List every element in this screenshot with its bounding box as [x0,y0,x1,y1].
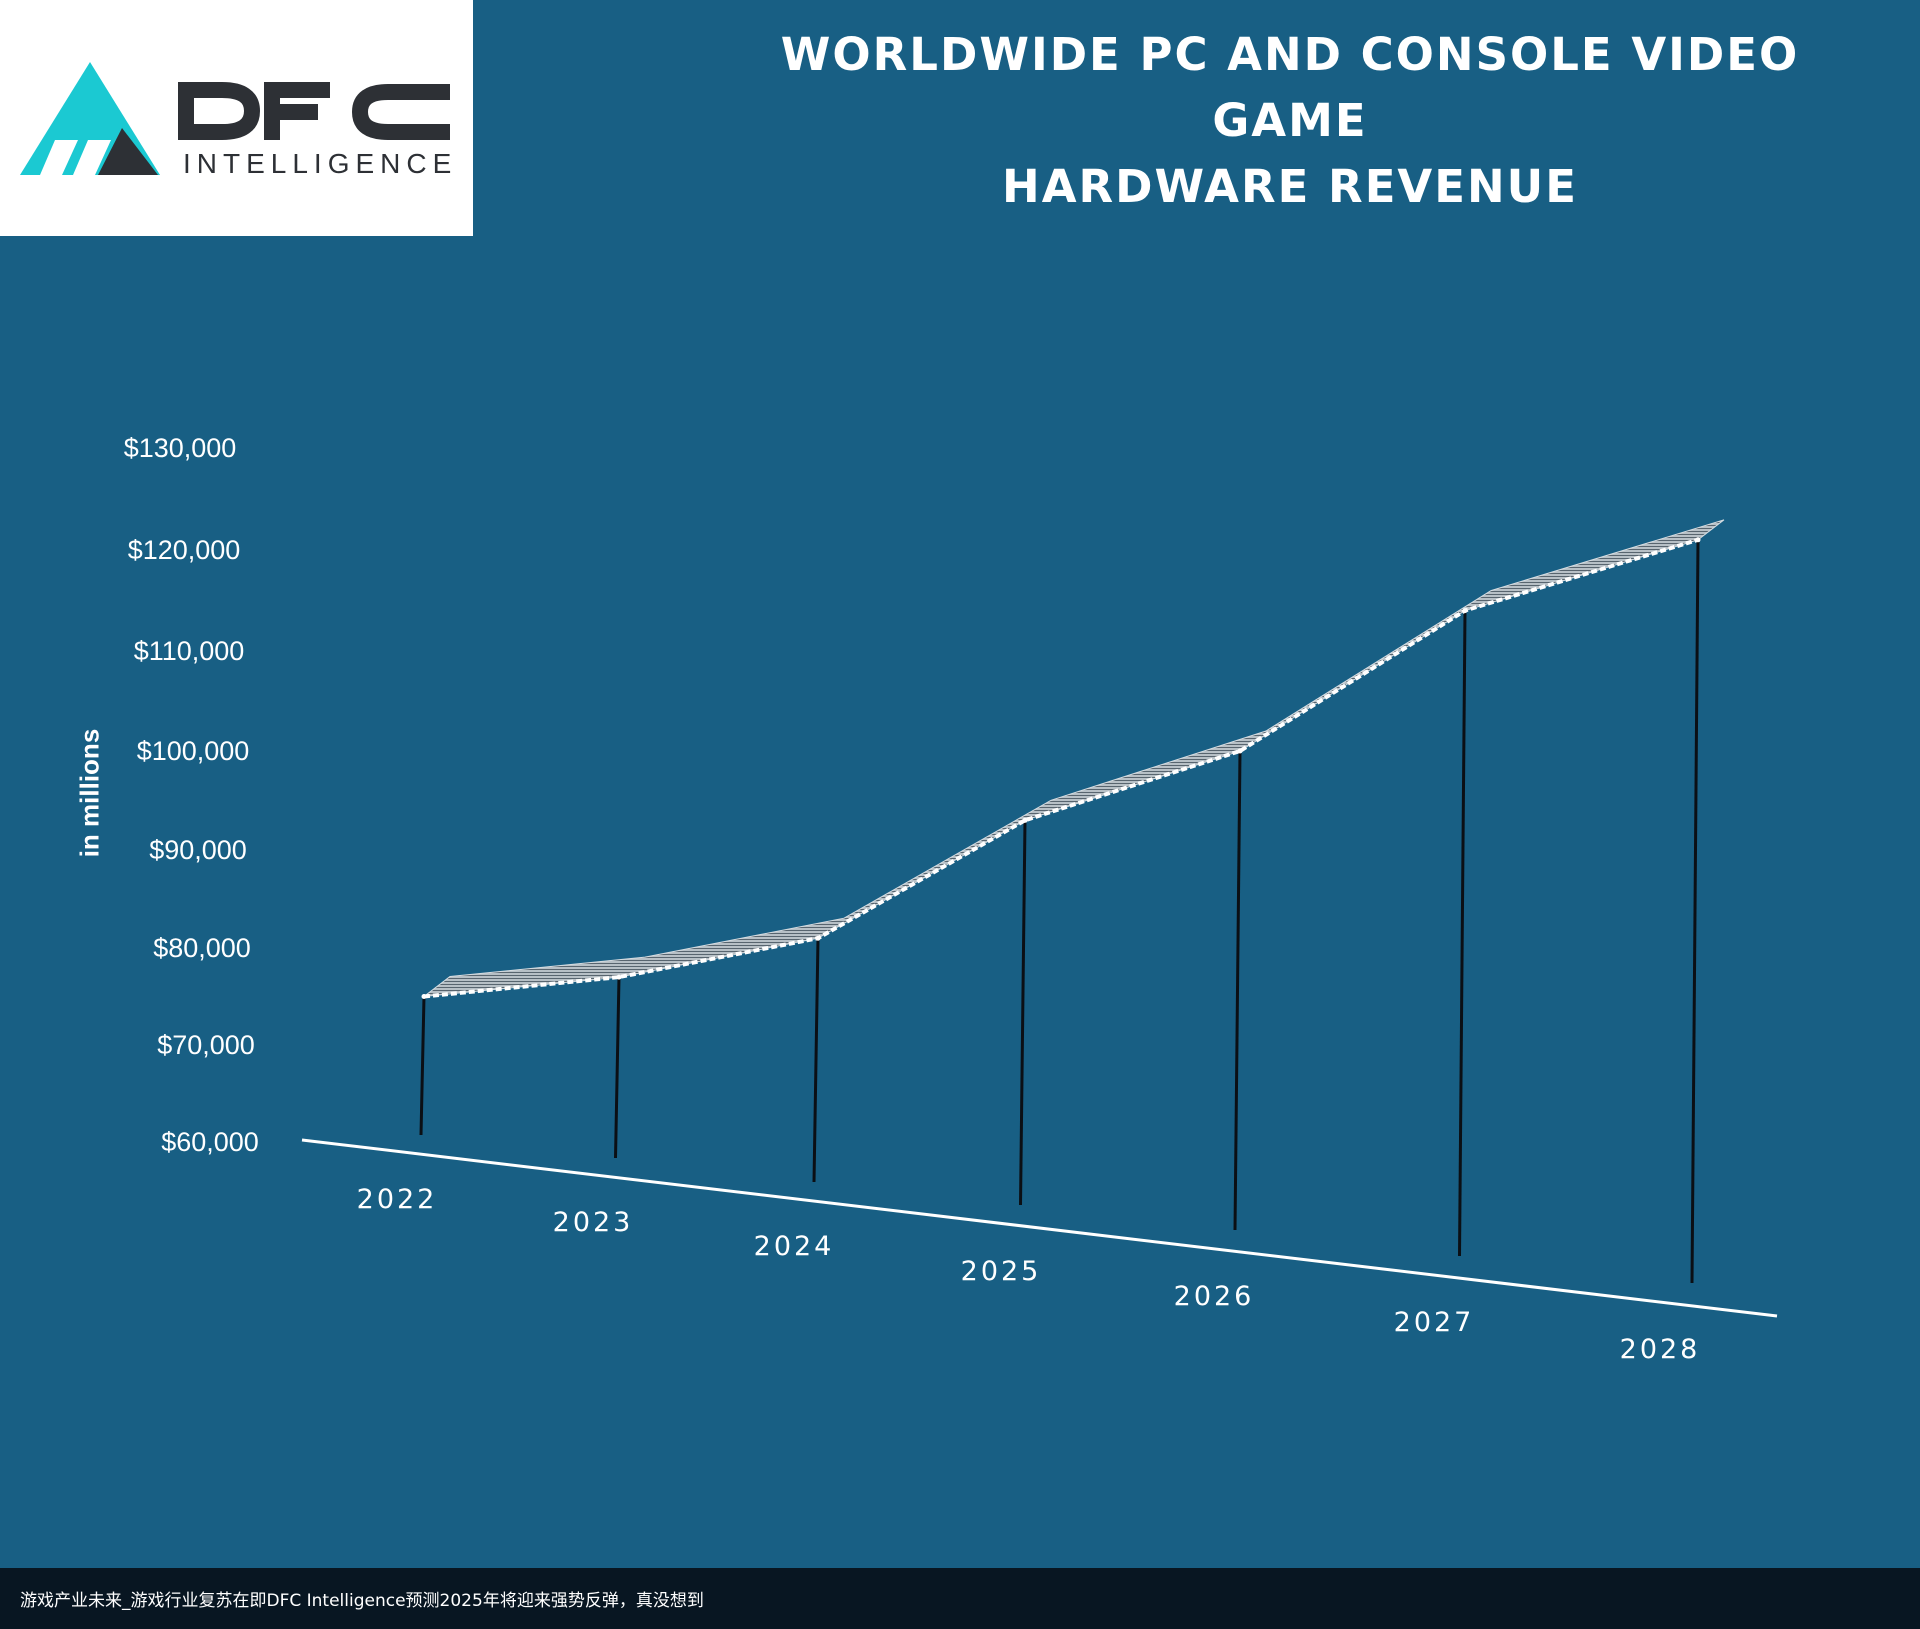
drop-line [812,938,820,1183]
y-tick-label: $60,000 [161,1127,259,1157]
drop-line [1458,610,1467,1257]
drop-line [419,996,426,1136]
x-tick-label: 2026 [1174,1281,1255,1312]
data-point [1237,748,1243,754]
drop-line [1019,820,1027,1206]
x-axis-ticks: 2022 2023 2024 2025 2026 2027 2028 [357,1184,1701,1365]
triangle-logo-icon [20,62,160,175]
logo-tagline: INTELLIGENCE [183,148,457,179]
footer-caption-bar: 游戏产业未来_游戏行业复苏在即DFC Intelligence预测2025年将迎… [0,1568,1920,1629]
drop-lines [419,539,1700,1284]
chart-title: WORLDWIDE PC AND CONSOLE VIDEO GAME HARD… [700,22,1880,220]
ribbon-surface [422,519,1725,998]
x-tick-label: 2022 [357,1184,438,1215]
x-tick-label: 2023 [553,1207,634,1238]
y-tick-label: $130,000 [124,433,237,463]
data-point [1695,537,1701,543]
x-tick-label: 2027 [1394,1307,1475,1338]
dfc-wordmark-icon [178,82,450,140]
drop-line [1690,539,1700,1284]
y-tick-label: $90,000 [149,835,247,865]
data-point [1022,817,1028,823]
drop-line [1233,750,1242,1231]
data-point [1462,608,1468,614]
x-tick-label: 2024 [754,1231,835,1262]
y-tick-label: $120,000 [128,535,241,565]
logo: INTELLIGENCE [0,0,473,236]
y-axis-ticks: $130,000 $120,000 $110,000 $100,000 $90,000 $… [124,433,259,1157]
chart-area: $130,000 $120,000 $110,000 $100,000 $90,000 $… [124,433,1778,1365]
y-tick-label: $70,000 [157,1030,255,1060]
data-point [421,994,427,999]
x-axis-line [301,1138,1778,1318]
data-point [616,974,622,980]
chart-title-line-1: WORLDWIDE PC AND CONSOLE VIDEO GAME [780,28,1800,147]
footer-caption: 游戏产业未来_游戏行业复苏在即DFC Intelligence预测2025年将迎… [20,1591,704,1611]
series-line [423,537,1699,999]
data-point [815,935,821,941]
y-tick-label: $100,000 [137,736,250,766]
line-series [421,519,1725,999]
chart-title-line-2: HARDWARE REVENUE [1002,160,1578,213]
y-tick-label: $80,000 [153,933,251,963]
drop-line [614,977,621,1159]
y-tick-label: $110,000 [134,636,245,666]
x-tick-label: 2028 [1620,1334,1701,1365]
x-tick-label: 2025 [961,1256,1042,1287]
